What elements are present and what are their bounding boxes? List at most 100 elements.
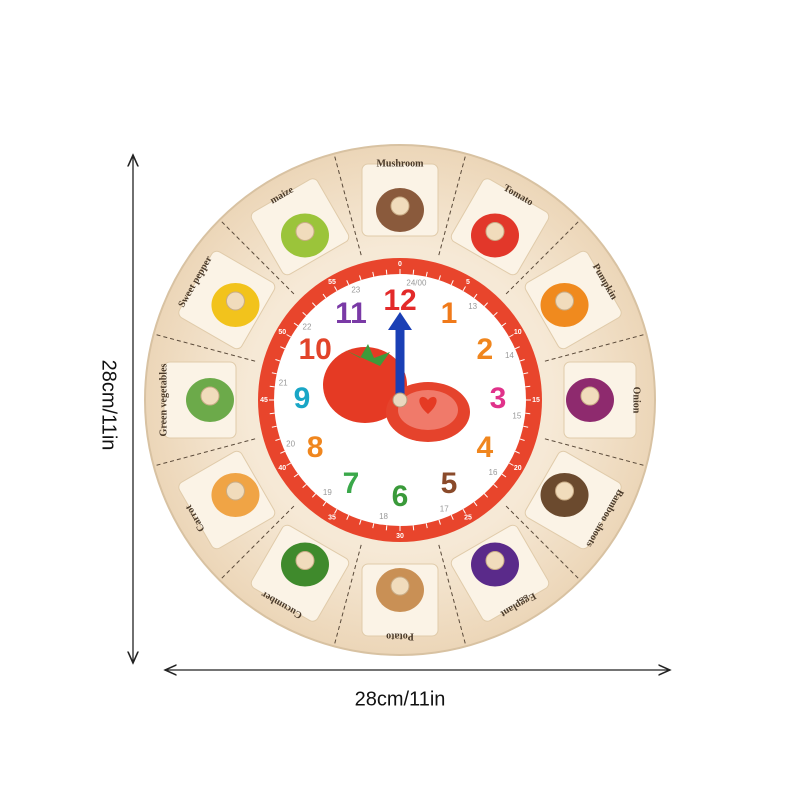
vegetable-label: Green vegetables bbox=[158, 363, 169, 436]
minute-tick bbox=[334, 286, 338, 292]
segment-divider bbox=[334, 156, 362, 256]
peg bbox=[580, 386, 600, 406]
segment-divider bbox=[544, 438, 644, 466]
minute-tick bbox=[412, 269, 415, 275]
segment-divider bbox=[334, 544, 362, 644]
hour-label: 4 bbox=[477, 431, 494, 464]
minute-tick bbox=[508, 334, 514, 338]
segment-divider bbox=[544, 334, 644, 362]
minute-tick bbox=[271, 425, 277, 428]
segment-divider bbox=[221, 221, 295, 295]
segment-divider bbox=[156, 334, 256, 362]
segment-divider bbox=[156, 438, 256, 466]
hour24-label: 20 bbox=[286, 439, 295, 448]
minute-tick bbox=[322, 501, 327, 507]
minute-tick bbox=[269, 385, 275, 388]
peg bbox=[225, 291, 245, 311]
width-label: 28cm/11in bbox=[355, 688, 446, 710]
minute-tick bbox=[483, 302, 489, 307]
hour24-label: 23 bbox=[351, 286, 360, 295]
minute-tick bbox=[473, 293, 478, 299]
hour-label: 10 bbox=[298, 333, 331, 366]
peg bbox=[295, 551, 315, 571]
hour24-label: 22 bbox=[303, 322, 312, 331]
height-label: 28cm/11in bbox=[98, 360, 120, 451]
vegetable-label: Onion bbox=[631, 387, 642, 414]
segment-divider bbox=[438, 156, 466, 256]
minute-tick bbox=[293, 473, 299, 478]
minute-tick bbox=[412, 525, 415, 531]
peg bbox=[555, 291, 575, 311]
segment-divider bbox=[438, 544, 466, 644]
hour-label: 9 bbox=[294, 382, 311, 415]
minute-tick bbox=[275, 359, 281, 362]
hour-label: 7 bbox=[343, 467, 360, 500]
hour24-label: 14 bbox=[505, 351, 514, 360]
minute-tick bbox=[462, 508, 466, 514]
minute-label: 40 bbox=[278, 465, 286, 472]
minute-tick bbox=[346, 280, 350, 286]
hand-tip bbox=[388, 312, 412, 330]
hour24-label: 24/00 bbox=[406, 278, 427, 287]
minute-label: 45 bbox=[260, 397, 268, 404]
minute-tick bbox=[286, 334, 292, 338]
minute-tick bbox=[385, 525, 388, 531]
peg bbox=[200, 386, 220, 406]
hour-label: 8 bbox=[307, 431, 324, 464]
minute-tick bbox=[493, 311, 498, 317]
hour24-label: 15 bbox=[512, 412, 521, 421]
minute-tick bbox=[462, 286, 466, 292]
minute-label: 25 bbox=[464, 515, 472, 522]
hand-pin bbox=[392, 392, 408, 408]
minute-tick bbox=[525, 412, 531, 415]
minute-tick bbox=[346, 514, 350, 520]
minute-tick bbox=[269, 412, 275, 415]
peg bbox=[295, 221, 315, 241]
minute-tick bbox=[271, 372, 277, 375]
minute-tick bbox=[334, 508, 338, 514]
minute-tick bbox=[514, 450, 520, 454]
minute-tick bbox=[359, 519, 362, 525]
hour24-label: 13 bbox=[468, 302, 477, 311]
minute-tick bbox=[372, 271, 375, 277]
minute-tick bbox=[286, 462, 292, 466]
hour-label: 12 bbox=[383, 284, 416, 317]
minute-tick bbox=[385, 269, 388, 275]
minute-label: 10 bbox=[514, 329, 522, 336]
minute-label: 15 bbox=[532, 397, 540, 404]
minute-tick bbox=[275, 438, 281, 441]
minute-tick bbox=[523, 372, 529, 375]
minute-tick bbox=[302, 311, 307, 317]
minute-tick bbox=[501, 322, 507, 327]
minute-tick bbox=[438, 275, 441, 281]
minute-tick bbox=[501, 473, 507, 478]
peg bbox=[390, 196, 410, 216]
minute-tick bbox=[473, 501, 478, 507]
minute-label: 0 bbox=[398, 261, 402, 268]
minute-tick bbox=[293, 322, 299, 327]
hour-label: 5 bbox=[441, 467, 458, 500]
hour-label: 6 bbox=[392, 480, 409, 513]
minute-tick bbox=[525, 385, 531, 388]
minute-label: 50 bbox=[278, 329, 286, 336]
minute-tick bbox=[438, 519, 441, 525]
minute-label: 55 bbox=[328, 279, 336, 286]
minute-tick bbox=[493, 483, 498, 489]
minute-tick bbox=[311, 302, 317, 307]
minute-tick bbox=[311, 493, 317, 498]
hour24-label: 21 bbox=[279, 379, 288, 388]
minute-tick bbox=[483, 493, 489, 498]
minute-tick bbox=[280, 450, 286, 454]
hour24-label: 19 bbox=[323, 488, 332, 497]
segment-divider bbox=[221, 505, 295, 579]
minute-tick bbox=[425, 523, 428, 529]
minute-tick bbox=[322, 293, 327, 299]
peg bbox=[225, 481, 245, 501]
hour-label: 3 bbox=[490, 382, 507, 415]
segment-divider bbox=[505, 505, 579, 579]
peg bbox=[485, 551, 505, 571]
minute-label: 20 bbox=[514, 465, 522, 472]
